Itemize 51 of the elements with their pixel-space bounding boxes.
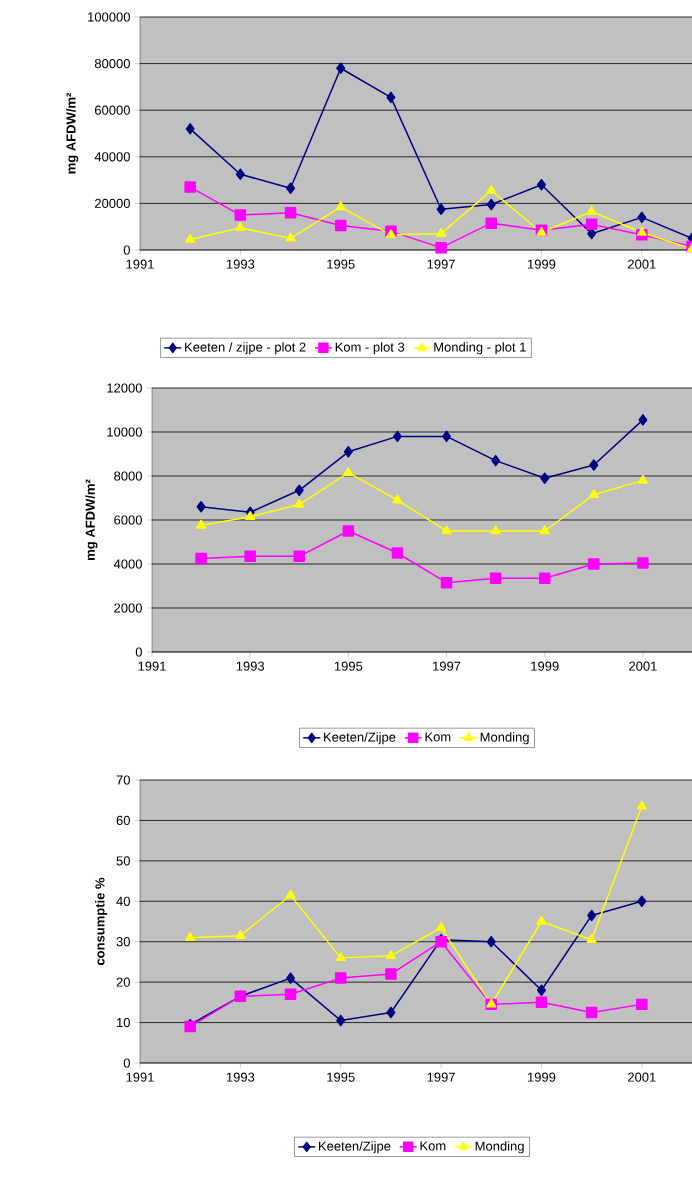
y-tick-label: 100000 bbox=[88, 12, 130, 22]
x-tick-label: 1999 bbox=[527, 1072, 556, 1082]
y-tick-label: 40 bbox=[116, 896, 130, 906]
legend-label: Kom bbox=[425, 732, 451, 742]
legend-label: Monding bbox=[480, 732, 529, 745]
y-tick-label: 60000 bbox=[94, 105, 130, 115]
legend-label: Keeten / zijpe - plot 2 bbox=[185, 342, 306, 355]
y-tick-label: 0 bbox=[123, 245, 130, 255]
y-axis-title: mg AFDW/m² bbox=[66, 92, 79, 174]
y-axis-title: consumptie % bbox=[95, 877, 108, 966]
y-tick-label: 60 bbox=[116, 815, 130, 826]
y-axis-title: mg AFDW/m² bbox=[85, 479, 98, 560]
y-tick-label: 0 bbox=[135, 647, 142, 657]
y-tick-label: 50 bbox=[116, 856, 130, 866]
y-tick-label: 10 bbox=[117, 1017, 130, 1028]
y-tick-label: 70 bbox=[116, 775, 130, 785]
x-tick-label: 1991 bbox=[126, 259, 154, 269]
x-tick-label: 1993 bbox=[226, 259, 255, 269]
x-tick-label: 1999 bbox=[527, 259, 556, 269]
y-tick-label: 80000 bbox=[94, 58, 130, 69]
legend-label: Keeten/Zijpe bbox=[324, 732, 396, 745]
x-tick-label: 1999 bbox=[531, 661, 559, 671]
x-tick-label: 2001 bbox=[629, 661, 657, 671]
x-tick-label: 2001 bbox=[628, 259, 656, 269]
x-tick-label: 1995 bbox=[334, 661, 363, 671]
x-tick-label: 1991 bbox=[138, 661, 166, 671]
legend-label: Kom bbox=[420, 1141, 446, 1151]
y-tick-label: 6000 bbox=[114, 515, 142, 525]
x-tick-label: 1993 bbox=[226, 1072, 255, 1082]
y-tick-label: 4000 bbox=[113, 559, 142, 569]
x-tick-label: 1993 bbox=[236, 661, 265, 671]
y-tick-label: 12000 bbox=[107, 383, 142, 393]
x-tick-label: 1997 bbox=[427, 259, 455, 269]
x-tick-label: 1995 bbox=[327, 1072, 355, 1082]
legend-label: Monding bbox=[475, 1141, 524, 1154]
y-tick-label: 0 bbox=[123, 1058, 130, 1068]
y-tick-label: 40000 bbox=[94, 152, 130, 162]
legend-label: Kom - plot 3 bbox=[335, 342, 405, 355]
y-tick-label: 20 bbox=[116, 977, 130, 987]
y-tick-label: 20000 bbox=[94, 198, 130, 208]
y-tick-label: 8000 bbox=[114, 471, 142, 481]
y-tick-label: 2000 bbox=[114, 603, 142, 613]
x-tick-label: 1997 bbox=[433, 661, 461, 671]
x-tick-label: 1997 bbox=[427, 1072, 455, 1082]
x-tick-label: 1991 bbox=[126, 1072, 154, 1082]
legend-label: Monding - plot 1 bbox=[434, 342, 526, 355]
x-tick-label: 1995 bbox=[327, 259, 355, 269]
legend-label: Keeten/Zijpe bbox=[319, 1141, 391, 1154]
x-tick-label: 2001 bbox=[628, 1072, 656, 1082]
y-tick-label: 10000 bbox=[107, 427, 142, 437]
y-tick-label: 30 bbox=[116, 937, 130, 947]
